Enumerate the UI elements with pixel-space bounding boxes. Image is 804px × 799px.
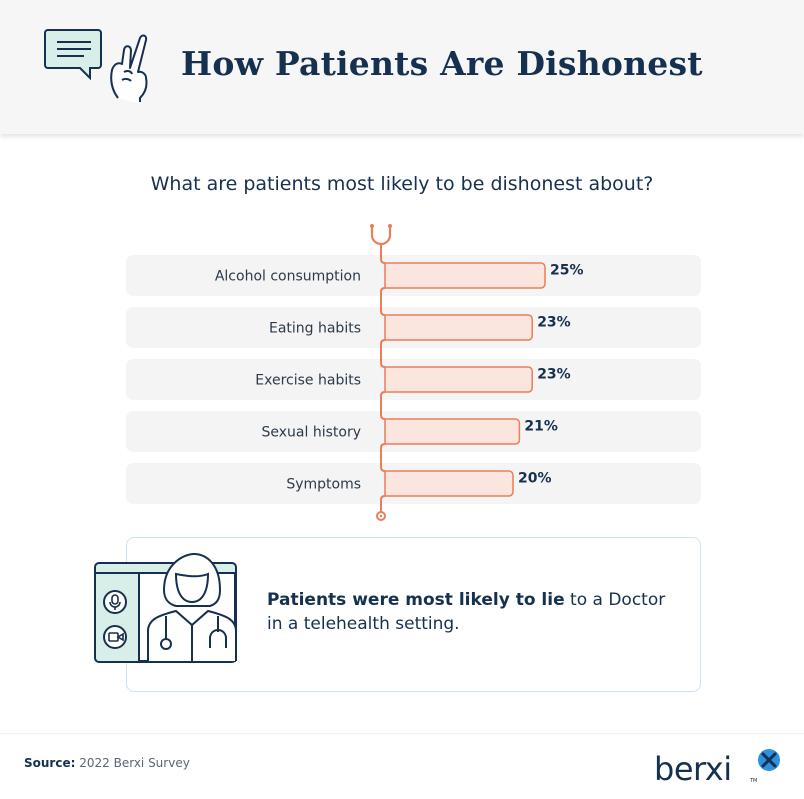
value-label: 20% [518,471,552,487]
category-label: Eating habits [269,321,361,337]
value-label: 23% [537,315,571,331]
category-label: Alcohol consumption [215,269,361,285]
speech-bubble-crossed-fingers-icon [44,29,148,102]
value-label: 21% [524,419,558,435]
callout-rest: to a Doctor in a telehealth setting. [267,590,666,634]
stethoscope-earpiece-icon [370,224,392,256]
bar-chart: Alcohol consumption Eating habits Exercise… [126,224,701,521]
source-text: 2022 Berxi Survey [79,756,190,770]
footer [0,733,804,799]
telehealth-doctor-icon [94,552,237,663]
category-label: Sexual history [262,425,361,441]
value-label: 23% [537,367,571,383]
callout-emphasis: Patients were most likely to lie [267,590,565,610]
stethoscope-chestpiece-icon [376,511,386,521]
source-note: Source: 2022 Berxi Survey [24,756,190,770]
bar [384,262,546,289]
category-label: Exercise habits [255,373,361,389]
bar [384,418,521,445]
bar [384,314,533,341]
chart-title: What are patients most likely to be dish… [150,173,654,195]
berxi-wordmark: berxi [654,750,732,788]
value-label: 25% [550,263,584,279]
stethoscope-tube [380,256,386,512]
berxi-trademark: TM [749,778,757,784]
category-label: Symptoms [286,477,361,493]
bar [384,470,514,497]
source-label: Source: [24,756,76,770]
berxi-logo: berxi TM [654,749,780,788]
bar [384,366,533,393]
page-title: How Patients Are Dishonest [181,44,703,83]
callout-text: Patients were most likely to lie to a Do… [267,588,667,636]
